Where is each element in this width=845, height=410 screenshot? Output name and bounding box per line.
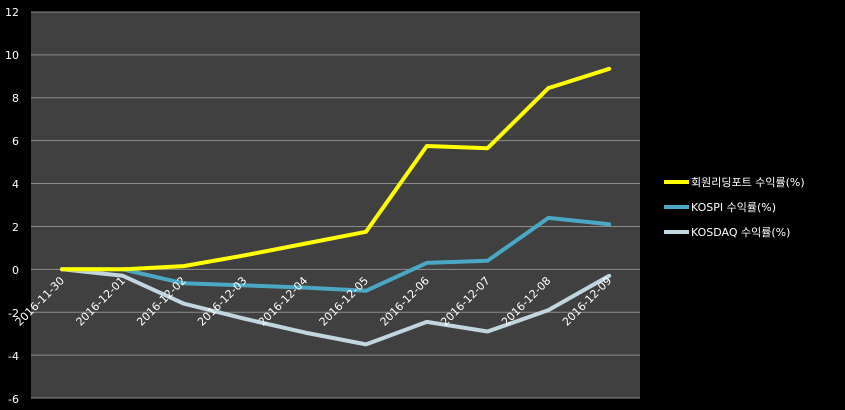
y-tick-label: 0: [12, 264, 19, 277]
legend-label-0: 회원리딩포트 수익률(%): [691, 176, 805, 189]
legend-label-2: KOSDAQ 수익률(%): [691, 226, 790, 239]
series-line-2: [60, 267, 612, 347]
legend-label-1: KOSPI 수익률(%): [691, 201, 776, 214]
series-lines: [60, 66, 612, 347]
y-axis-ticks: 12 10 8 6 4 2 0 -2 -4 -6: [5, 6, 19, 406]
series-line-1: [60, 215, 612, 293]
y-tick-label: -4: [8, 350, 19, 363]
legend: 회원리딩포트 수익률(%) KOSPI 수익률(%) KOSDAQ 수익률(%): [664, 176, 805, 239]
gridlines: [31, 11, 640, 399]
y-tick-label: -2: [8, 307, 19, 320]
y-tick-label: 4: [12, 178, 19, 191]
y-tick-label: 6: [12, 135, 19, 148]
plot-area: [31, 12, 640, 398]
y-tick-label: -6: [8, 393, 19, 406]
y-tick-label: 12: [5, 6, 19, 19]
y-tick-label: 2: [12, 221, 19, 234]
series-line-0: [60, 66, 612, 272]
y-tick-label: 8: [12, 92, 19, 105]
y-tick-label: 10: [5, 49, 19, 62]
